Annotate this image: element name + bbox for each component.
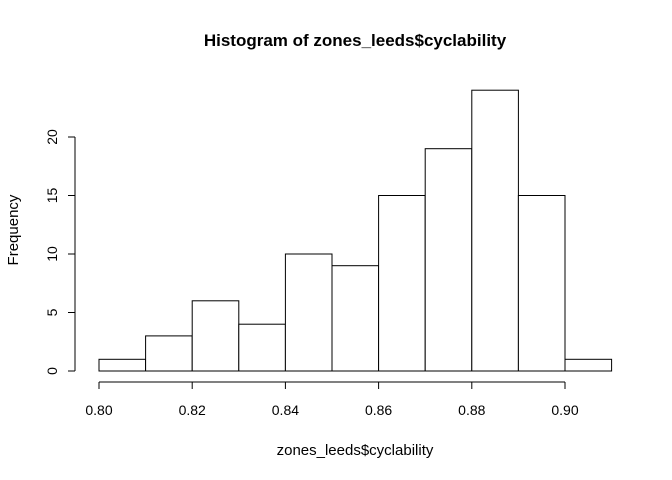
y-tick-label: 5 xyxy=(44,308,60,316)
histogram-bar xyxy=(191,300,240,372)
x-tick-label: 0.86 xyxy=(365,402,392,418)
x-tick-label: 0.84 xyxy=(272,402,299,418)
x-axis: 0.80 0.82 0.84 0.86 0.88 0.90 xyxy=(85,381,579,418)
y-tick-label: 20 xyxy=(44,129,60,145)
histogram-bar xyxy=(471,89,519,372)
y-axis-label: Frequency xyxy=(5,194,22,265)
histogram-bar xyxy=(238,323,286,372)
histogram-bar xyxy=(98,358,147,372)
histogram-bar xyxy=(424,148,473,372)
x-tick-label: 0.90 xyxy=(551,402,578,418)
y-tick-label: 10 xyxy=(44,246,60,262)
x-tick-label: 0.88 xyxy=(458,402,485,418)
x-axis-label: zones_leeds$cyclability xyxy=(277,442,434,459)
y-tick-label: 0 xyxy=(44,367,60,375)
bars-group xyxy=(98,89,613,372)
histogram-bar xyxy=(517,195,566,372)
x-tick-label: 0.82 xyxy=(179,402,206,418)
y-tick-label: 15 xyxy=(44,188,60,204)
histogram-bar xyxy=(284,253,333,372)
chart-title: Histogram of zones_leeds$cyclability xyxy=(204,31,507,50)
x-tick-label: 0.80 xyxy=(85,402,112,418)
histogram-bar xyxy=(378,195,426,372)
histogram-bar xyxy=(564,358,613,372)
y-axis: 0 5 10 15 20 xyxy=(44,129,76,375)
histogram-bar xyxy=(145,335,193,372)
histogram-bar xyxy=(331,265,380,372)
